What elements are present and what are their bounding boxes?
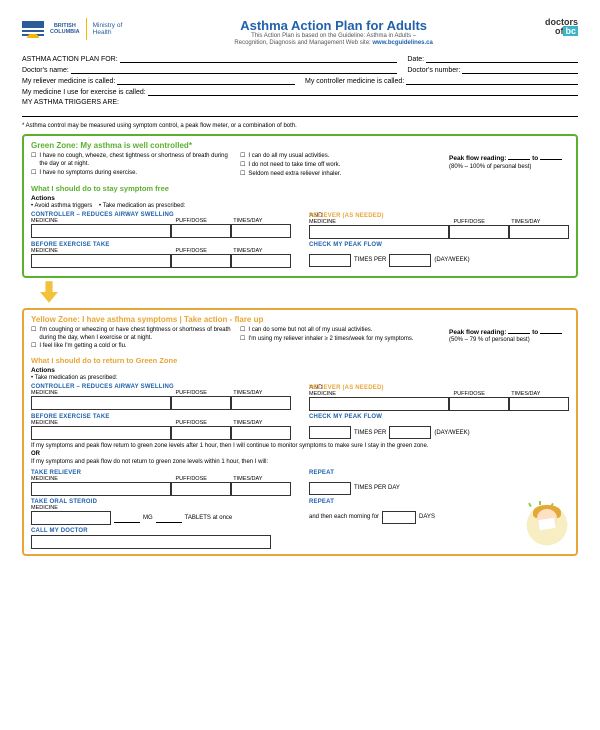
per-input[interactable] xyxy=(389,426,431,439)
bc-logo: BRITISHCOLUMBIA Ministry ofHealth xyxy=(22,18,122,40)
yellow-subheading: What I should do to return to Green Zone xyxy=(31,356,569,365)
repeat-input[interactable] xyxy=(309,482,351,495)
oral-medicine-input[interactable] xyxy=(31,511,111,525)
bc-label: BRITISHCOLUMBIA xyxy=(50,23,80,35)
checkbox[interactable]: I have no cough, wheeze, chest tightness… xyxy=(31,153,232,169)
timesday-input[interactable] xyxy=(231,396,291,410)
doctor-number-input[interactable] xyxy=(462,66,578,74)
guidelines-link[interactable]: www.bcguidelines.ca xyxy=(372,40,432,46)
checkbox[interactable]: I feel like I'm getting a cold or flu. xyxy=(31,343,232,351)
timesday-input[interactable] xyxy=(231,426,291,440)
puffdose-input[interactable] xyxy=(449,397,509,411)
green-zone: Green Zone: My asthma is well controlled… xyxy=(22,134,578,277)
green-subheading: What I should do to stay symptom free xyxy=(31,184,569,193)
medicine-input[interactable] xyxy=(309,225,449,239)
checkbox[interactable]: I can do some but not all of my usual ac… xyxy=(240,327,441,335)
triggers-input[interactable] xyxy=(22,109,578,117)
header: BRITISHCOLUMBIA Ministry ofHealth Asthma… xyxy=(22,18,578,47)
medicine-input[interactable] xyxy=(31,254,171,268)
doctors-bc-logo: doctors ofbc xyxy=(545,18,578,36)
medicine-input[interactable] xyxy=(31,224,171,238)
call-doctor-input[interactable] xyxy=(31,535,271,549)
peak-flow-high-input[interactable] xyxy=(540,327,562,334)
checkbox[interactable]: I have no symptoms during exercise. xyxy=(31,170,232,178)
green-zone-title: Green Zone: My asthma is well controlled… xyxy=(31,141,569,150)
tablets-input[interactable] xyxy=(156,513,182,523)
times-input[interactable] xyxy=(309,426,351,439)
medicine-input[interactable] xyxy=(31,426,171,440)
checkbox[interactable]: I do not need to take time off work. xyxy=(240,162,441,170)
page-title: Asthma Action Plan for Adults xyxy=(130,18,537,33)
timesday-input[interactable] xyxy=(231,254,291,268)
medicine-input[interactable] xyxy=(309,397,449,411)
date-input[interactable] xyxy=(426,55,578,63)
peak-flow-low-input[interactable] xyxy=(508,153,530,160)
controller-input[interactable] xyxy=(406,77,578,85)
mg-input[interactable] xyxy=(114,513,140,523)
timesday-input[interactable] xyxy=(231,224,291,238)
puffdose-input[interactable] xyxy=(171,482,231,496)
ministry-label: Ministry ofHealth xyxy=(93,22,123,36)
reliever-input[interactable] xyxy=(117,77,295,85)
yellow-zone-title: Yellow Zone: I have asthma symptoms | Ta… xyxy=(31,315,569,324)
per-input[interactable] xyxy=(389,254,431,267)
arrow-down-icon xyxy=(40,281,58,303)
checkbox[interactable]: I'm coughing or wheezing or have chest t… xyxy=(31,327,232,343)
sick-person-icon xyxy=(523,501,571,549)
timesday-input[interactable] xyxy=(509,225,569,239)
checkbox[interactable]: I'm using my reliever inhaler ≥ 2 times/… xyxy=(240,336,441,344)
exercise-med-input[interactable] xyxy=(148,88,578,96)
timesday-input[interactable] xyxy=(231,482,291,496)
title-block: Asthma Action Plan for Adults This Actio… xyxy=(122,18,545,47)
timesday-input[interactable] xyxy=(509,397,569,411)
checkbox[interactable]: Seldom need extra reliever inhaler. xyxy=(240,171,441,179)
puffdose-input[interactable] xyxy=(171,396,231,410)
peak-flow-high-input[interactable] xyxy=(540,153,562,160)
footnote: * Asthma control may be measured using s… xyxy=(22,123,578,129)
medicine-input[interactable] xyxy=(31,482,171,496)
peak-flow-low-input[interactable] xyxy=(508,327,530,334)
medicine-input[interactable] xyxy=(31,396,171,410)
patient-fields: ASTHMA ACTION PLAN FOR: Date: Doctor's n… xyxy=(22,55,578,117)
checkbox[interactable]: I can do all my usual activities. xyxy=(240,153,441,161)
doctor-name-input[interactable] xyxy=(71,66,398,74)
yellow-zone: Yellow Zone: I have asthma symptoms | Ta… xyxy=(22,308,578,556)
days-input[interactable] xyxy=(382,511,416,524)
puffdose-input[interactable] xyxy=(171,254,231,268)
puffdose-input[interactable] xyxy=(171,224,231,238)
times-input[interactable] xyxy=(309,254,351,267)
puffdose-input[interactable] xyxy=(171,426,231,440)
plan-for-input[interactable] xyxy=(120,55,398,63)
puffdose-input[interactable] xyxy=(449,225,509,239)
